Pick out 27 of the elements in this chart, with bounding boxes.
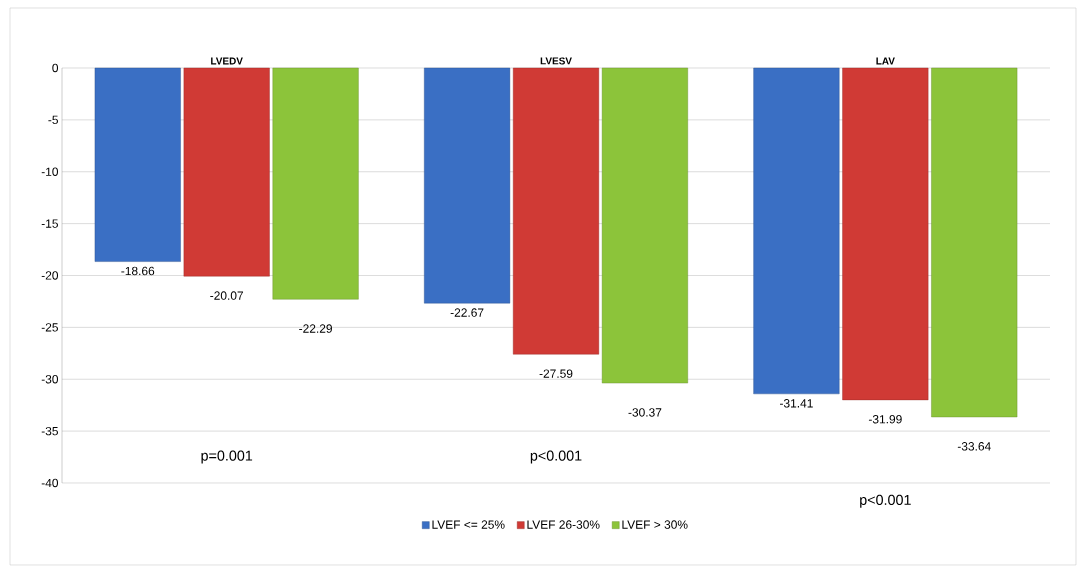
data-label: -22.67 <box>450 308 484 317</box>
y-tick-label: -10 <box>41 167 59 176</box>
y-tick-label: -20 <box>41 271 59 280</box>
legend-label: LVEF 26-30% <box>527 520 600 529</box>
legend-label: LVEF <= 25% <box>432 520 505 529</box>
data-label: -22.29 <box>299 324 332 333</box>
y-tick-label: -35 <box>41 426 58 436</box>
y-tick-label: -30 <box>41 375 59 384</box>
data-label: -20.07 <box>210 291 244 300</box>
data-label: -30.37 <box>628 408 662 417</box>
data-label: -31.99 <box>868 415 902 424</box>
x-tick-label: LVEDV <box>211 57 243 65</box>
data-label: -18.66 <box>121 266 155 276</box>
y-tick-label: 0 <box>52 63 59 73</box>
annotation: p<0.001 <box>530 450 582 464</box>
legend-label: LVEF > 30% <box>622 520 688 529</box>
annotation: p=0.001 <box>201 450 253 464</box>
y-tick-label: -40 <box>41 478 59 488</box>
x-tick-label: LVESV <box>540 57 572 65</box>
data-label: -31.41 <box>780 399 813 408</box>
y-tick-label: -25 <box>41 323 58 332</box>
y-tick-label: -5 <box>48 115 58 125</box>
data-label: -27.59 <box>539 369 573 378</box>
y-tick-label: -15 <box>41 219 58 228</box>
text: p<0.001 <box>860 494 911 508</box>
data-label: -33.64 <box>957 442 991 451</box>
x-tick-label: LAV <box>876 57 895 65</box>
